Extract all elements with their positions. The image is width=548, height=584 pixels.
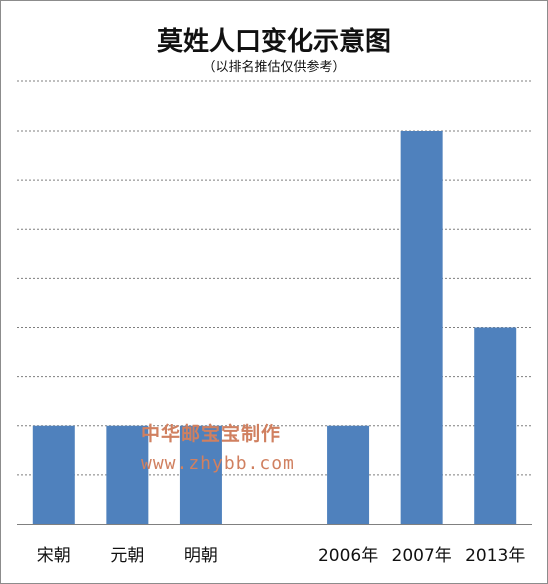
chart-subtitle: （以排名推估仅供参考） [202, 60, 346, 75]
bar [106, 425, 149, 524]
x-tick-label: 宋朝 [37, 546, 71, 566]
bar [179, 425, 222, 524]
bar [400, 131, 443, 524]
watermark-text: 中华邮宝宝制作 [141, 423, 282, 445]
x-tick-label: 2006年 [318, 546, 378, 566]
chart-title: 莫姓人口变化示意图 [156, 27, 391, 57]
bar [327, 425, 370, 524]
x-tick-label: 2013年 [465, 546, 525, 566]
x-tick-label: 元朝 [110, 546, 144, 566]
x-tick-label: 2007年 [392, 546, 452, 566]
watermark-url: www.zhybb.com [141, 453, 295, 474]
bar [474, 327, 517, 524]
bar [32, 425, 75, 524]
x-tick-label: 明朝 [184, 546, 218, 566]
